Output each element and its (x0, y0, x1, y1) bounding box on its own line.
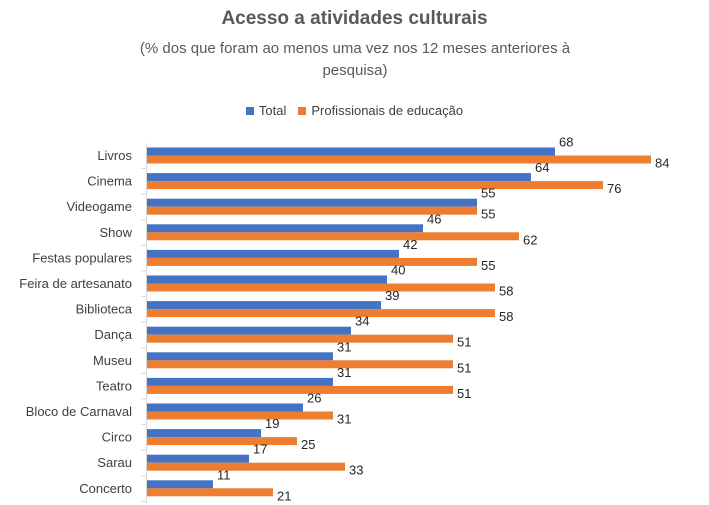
category-label-museu: Museu (93, 353, 132, 368)
bar-profissionais-de-educacao-cinema (147, 181, 603, 190)
category-label-biblioteca: Biblioteca (76, 302, 133, 317)
bar-total-feira-de-artesanato (147, 275, 387, 284)
bar-total-sarau (147, 454, 249, 463)
data-label-profissionais-de-educacao-feira-de-artesanato: 58 (499, 284, 513, 299)
data-label-profissionais-de-educacao-biblioteca: 58 (499, 309, 513, 324)
data-label-total-cinema: 64 (535, 160, 549, 175)
bar-total-teatro (147, 377, 333, 386)
bar-total-livros (147, 147, 555, 156)
bar-profissionais-de-educacao-circo (147, 437, 297, 446)
bar-total-circo (147, 429, 261, 438)
data-label-profissionais-de-educacao-circo: 25 (301, 437, 315, 452)
bar-total-bloco-de-carnaval (147, 403, 303, 412)
data-label-profissionais-de-educacao-bloco-de-carnaval: 31 (337, 412, 351, 427)
bar-profissionais-de-educacao-festas-populares (147, 257, 477, 266)
data-label-profissionais-de-educacao-concerto: 21 (277, 488, 291, 503)
bar-profissionais-de-educacao-teatro (147, 385, 453, 394)
data-label-total-teatro: 31 (337, 365, 351, 380)
data-label-total-museu: 31 (337, 339, 351, 354)
bar-profissionais-de-educacao-videogame (147, 206, 477, 215)
category-label-show: Show (99, 225, 132, 240)
data-label-profissionais-de-educacao-festas-populares: 55 (481, 258, 495, 273)
legend-item-total: Total (245, 103, 287, 118)
data-label-total-sarau: 17 (253, 442, 267, 457)
category-label-concerto: Concerto (79, 481, 132, 496)
category-label-festas-populares: Festas populares (32, 250, 132, 265)
bar-total-show (147, 224, 423, 233)
bar-total-festas-populares (147, 249, 399, 258)
chart-subtitle: (% dos que foram ao menos uma vez nos 12… (139, 40, 571, 79)
data-label-profissionais-de-educacao-livros: 84 (655, 156, 669, 171)
bar-total-videogame (147, 198, 477, 207)
category-label-sarau: Sarau (97, 455, 132, 470)
data-label-total-circo: 19 (265, 416, 279, 431)
data-label-profissionais-de-educacao-museu: 51 (457, 360, 471, 375)
data-label-total-videogame: 55 (481, 186, 495, 201)
legend-swatch-educacao (298, 106, 307, 115)
bar-total-museu (147, 352, 333, 361)
category-label-bloco-de-carnaval: Bloco de Carnaval (26, 404, 132, 419)
bar-total-biblioteca (147, 301, 381, 310)
legend: Total Profissionais de educação (0, 103, 709, 118)
data-label-total-feira-de-artesanato: 40 (391, 263, 405, 278)
data-label-total-danca: 34 (355, 314, 369, 329)
bar-total-danca (147, 326, 351, 335)
data-label-profissionais-de-educacao-sarau: 33 (349, 463, 363, 478)
legend-label-total: Total (258, 103, 287, 118)
category-label-videogame: Videogame (66, 199, 132, 214)
data-label-total-concerto: 11 (217, 467, 231, 482)
bar-profissionais-de-educacao-biblioteca (147, 309, 495, 318)
data-label-total-livros: 68 (559, 135, 573, 150)
bar-profissionais-de-educacao-danca (147, 334, 453, 343)
category-label-danca: Dança (94, 327, 132, 342)
legend-item-educacao: Profissionais de educação (298, 103, 463, 118)
bar-profissionais-de-educacao-show (147, 232, 519, 241)
bar-profissionais-de-educacao-sarau (147, 462, 345, 471)
data-label-total-bloco-de-carnaval: 26 (307, 391, 321, 406)
bar-total-cinema (147, 173, 531, 182)
category-label-circo: Circo (102, 430, 132, 445)
data-label-profissionais-de-educacao-videogame: 55 (481, 207, 495, 222)
bar-profissionais-de-educacao-museu (147, 360, 453, 369)
bar-total-concerto (147, 480, 213, 489)
data-label-total-festas-populares: 42 (403, 237, 417, 252)
data-label-profissionais-de-educacao-danca: 51 (457, 335, 471, 350)
data-label-total-biblioteca: 39 (385, 288, 399, 303)
category-label-teatro: Teatro (96, 378, 132, 393)
bar-profissionais-de-educacao-concerto (147, 488, 273, 497)
category-label-cinema: Cinema (87, 174, 133, 189)
chart-title: Acesso a atividades culturais (221, 8, 488, 29)
category-label-livros: Livros (97, 148, 132, 163)
bar-profissionais-de-educacao-bloco-de-carnaval (147, 411, 333, 420)
legend-swatch-total (245, 106, 254, 115)
data-label-profissionais-de-educacao-teatro: 51 (457, 386, 471, 401)
bar-profissionais-de-educacao-feira-de-artesanato (147, 283, 495, 292)
category-label-feira-de-artesanato: Feira de artesanato (19, 276, 132, 291)
data-label-total-show: 46 (427, 211, 441, 226)
bar-profissionais-de-educacao-livros (147, 155, 651, 164)
data-label-profissionais-de-educacao-cinema: 76 (607, 181, 621, 196)
legend-label-educacao: Profissionais de educação (311, 103, 464, 118)
data-label-profissionais-de-educacao-show: 62 (523, 232, 537, 247)
